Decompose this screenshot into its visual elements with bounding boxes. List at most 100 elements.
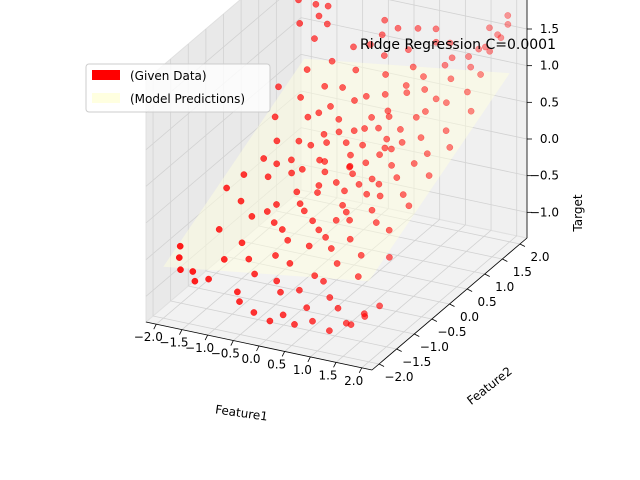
data-point	[393, 174, 401, 181]
data-point	[215, 226, 223, 233]
data-point	[494, 31, 501, 39]
legend-label-model-predictions: (Model Predictions)	[130, 92, 245, 106]
x-tick	[281, 351, 286, 357]
grid-line-y-floor	[170, 300, 397, 350]
data-point	[351, 97, 358, 104]
data-point	[372, 219, 380, 226]
data-point	[368, 114, 375, 121]
data-point	[362, 159, 370, 167]
y-tick-label: −1.5	[402, 355, 431, 369]
x-tick	[358, 367, 363, 373]
data-point	[328, 57, 336, 65]
data-point	[376, 192, 384, 200]
data-point	[311, 272, 319, 280]
data-point	[486, 47, 494, 55]
y-axis-label: Feature2	[464, 364, 514, 408]
data-point	[324, 2, 332, 10]
data-point	[295, 137, 303, 145]
data-point	[309, 317, 316, 325]
data-point	[504, 21, 512, 28]
x-tick	[256, 345, 260, 352]
data-point	[270, 219, 278, 226]
y-tick-label: −0.5	[437, 325, 466, 339]
data-point	[175, 254, 183, 261]
legend-swatch-given-data	[92, 70, 120, 80]
data-point	[300, 207, 308, 215]
data-point	[250, 309, 258, 316]
data-point	[263, 208, 271, 215]
data-point	[220, 256, 228, 263]
data-point	[335, 128, 343, 136]
x-tick-label: 1.5	[318, 368, 337, 382]
data-point	[320, 277, 327, 285]
data-point	[497, 34, 505, 42]
y-tick-label: −1.0	[420, 340, 449, 354]
data-point	[349, 170, 356, 178]
data-point	[327, 245, 335, 252]
data-point	[205, 275, 212, 283]
data-point	[375, 124, 382, 132]
data-point	[342, 319, 350, 327]
data-point	[375, 180, 383, 188]
z-tick-label: 1.0	[540, 59, 559, 73]
data-point	[504, 12, 512, 19]
data-point	[309, 217, 316, 225]
data-point	[397, 126, 404, 133]
data-point	[273, 201, 280, 208]
data-point	[332, 179, 340, 186]
data-point	[376, 302, 383, 310]
data-point	[342, 208, 350, 216]
data-point	[446, 39, 454, 47]
data-point	[321, 168, 329, 176]
data-point	[315, 182, 323, 189]
data-point	[486, 24, 493, 32]
data-point	[383, 135, 391, 143]
x-tick-label: −0.5	[211, 347, 240, 361]
x-tick	[153, 324, 157, 330]
data-point	[376, 151, 383, 159]
data-point	[251, 270, 258, 278]
data-point	[350, 127, 358, 135]
x-tick-label: −1.5	[159, 336, 188, 350]
data-point	[381, 144, 389, 152]
grid-line-y-floor	[152, 315, 380, 365]
data-point	[477, 71, 484, 78]
data-point	[176, 242, 184, 250]
data-point	[417, 134, 425, 141]
x-tick-label: 2.0	[344, 374, 363, 388]
data-point	[234, 288, 241, 296]
y-tick-label: 1.0	[495, 280, 514, 294]
data-point	[464, 88, 471, 96]
data-point	[347, 151, 354, 159]
data-point	[273, 277, 281, 285]
x-tick	[307, 356, 311, 363]
axis-ticks	[153, 28, 532, 373]
z-tick-label: 0.5	[540, 95, 559, 109]
data-point	[465, 53, 472, 60]
data-point	[295, 0, 302, 4]
data-point	[432, 95, 440, 103]
data-point	[273, 137, 281, 145]
data-point	[346, 235, 354, 243]
data-point	[278, 226, 286, 233]
data-point	[223, 184, 230, 192]
x-axis-label: Feature1	[214, 402, 268, 423]
data-point	[273, 160, 281, 168]
y-tick	[414, 333, 420, 337]
data-point	[334, 304, 342, 312]
data-point	[384, 107, 392, 115]
y-tick	[396, 348, 402, 352]
data-point	[381, 91, 389, 98]
grid-line-z-side	[145, 54, 302, 187]
data-point	[475, 45, 483, 53]
data-point	[288, 169, 295, 177]
data-point	[355, 181, 363, 188]
y-tick-label: 0.5	[478, 295, 497, 309]
data-point	[296, 20, 304, 27]
y-tick	[466, 288, 473, 292]
data-point	[350, 43, 357, 51]
data-point	[385, 226, 393, 234]
data-point	[237, 197, 245, 205]
data-point	[441, 61, 449, 69]
data-point	[423, 150, 431, 158]
